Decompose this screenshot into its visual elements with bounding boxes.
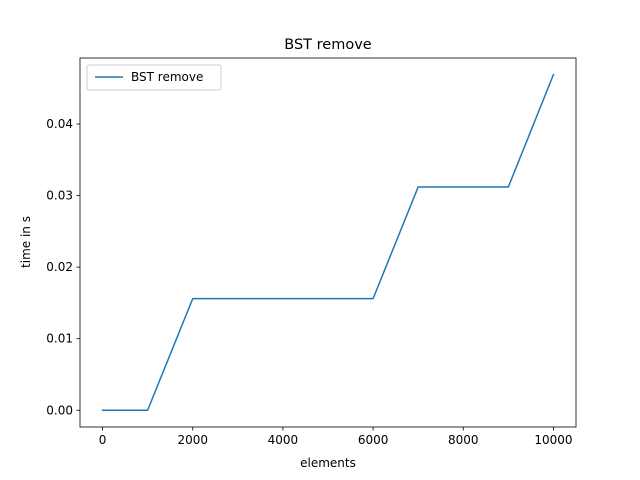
y-tick-label: 0.03 [46, 189, 73, 203]
plot-area [79, 57, 577, 428]
chart-title: BST remove [284, 37, 372, 53]
legend: BST remove [86, 64, 222, 91]
y-axis-label: time in s [19, 216, 33, 268]
x-tick-label: 10000 [534, 433, 572, 447]
x-axis-label: elements [300, 456, 356, 470]
y-tick-label: 0.04 [46, 117, 73, 131]
x-tick-label: 8000 [448, 433, 479, 447]
y-tick-label: 0.01 [46, 332, 73, 346]
legend-box [86, 64, 222, 91]
legend-entry-label: BST remove [131, 70, 203, 84]
x-tick-label: 4000 [268, 433, 299, 447]
y-tick-label: 0.02 [46, 260, 73, 274]
y-tick-label: 0.00 [46, 403, 73, 417]
x-axis: 0 2000 4000 6000 8000 10000 [99, 427, 573, 447]
x-tick-label: 6000 [358, 433, 389, 447]
axes-frame [79, 57, 577, 428]
x-tick-label: 2000 [177, 433, 208, 447]
x-tick-label: 0 [99, 433, 107, 447]
series-line-0 [101, 73, 555, 411]
y-axis: 0.00 0.01 0.02 0.03 0.04 [46, 117, 80, 417]
